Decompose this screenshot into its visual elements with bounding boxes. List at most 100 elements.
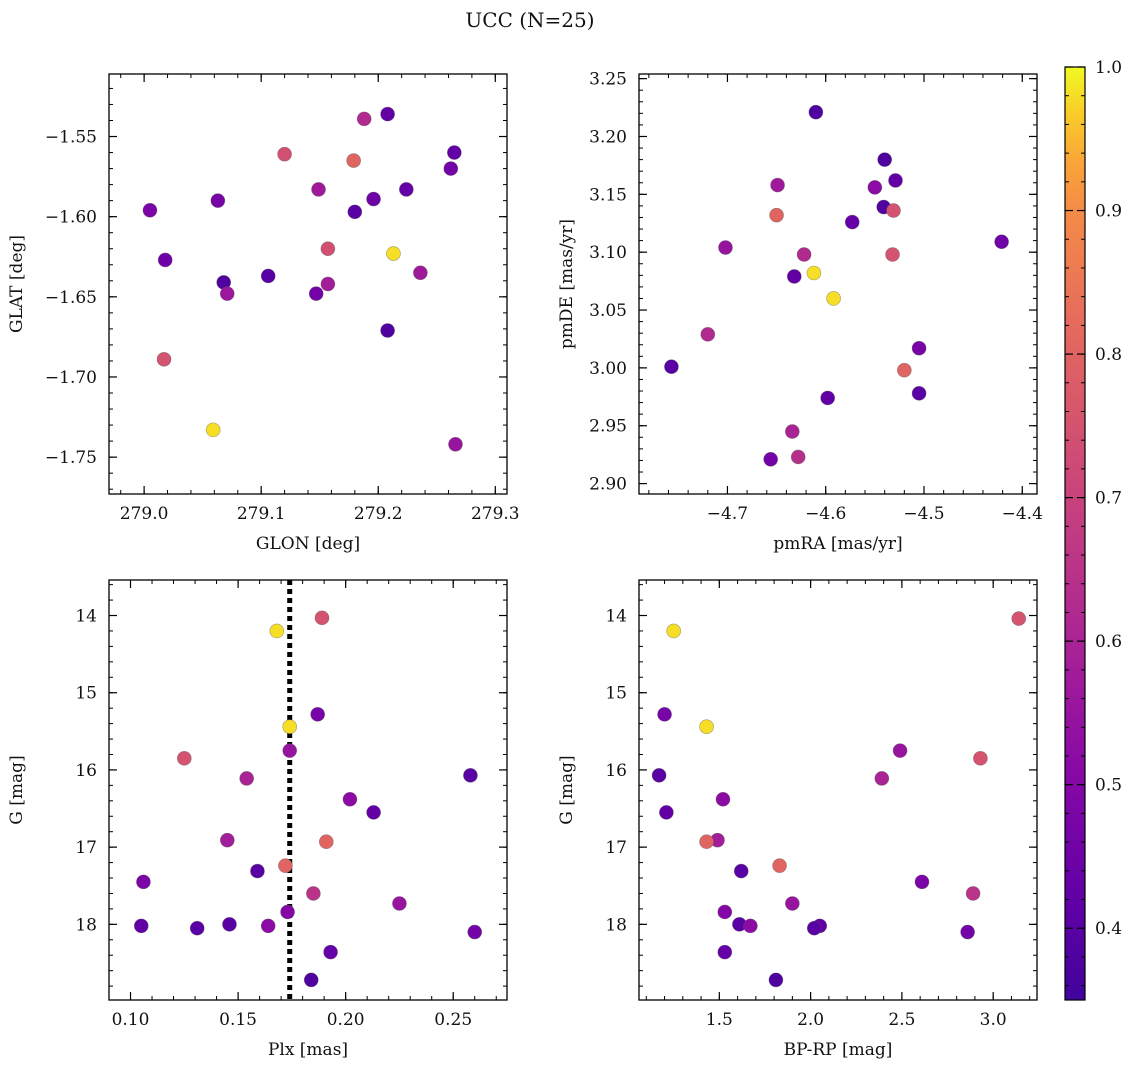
x-tick-label: 3.0	[980, 1010, 1007, 1030]
panel-4: 1.5 2.0 2.5 3.0 14 15 16 17 18 BP-RP [mag] G [mag]	[557, 579, 1038, 1060]
colorbar-tick-label: 0.9	[1095, 202, 1122, 222]
scatter-point	[260, 268, 276, 284]
scatter-point	[897, 362, 912, 378]
plot-area	[133, 580, 483, 1000]
scatter-point	[874, 771, 890, 786]
scatter-point	[176, 751, 192, 766]
scatter-point	[743, 918, 758, 934]
x-tick-label: −4.4	[1002, 504, 1043, 524]
axes-frame	[638, 579, 1038, 1001]
y-tick-label: −1.60	[45, 208, 97, 228]
scatter-point	[960, 924, 975, 940]
scatter-point	[157, 252, 173, 268]
scatter-point	[715, 791, 731, 807]
scatter-point	[323, 944, 338, 960]
scatter-point	[785, 424, 800, 439]
x-tick-label: 279.3	[471, 504, 520, 524]
scatter-point	[463, 768, 478, 783]
minor-ticks	[109, 580, 507, 1000]
scatter-point	[392, 896, 407, 911]
y-axis-label: G [mag]	[557, 755, 577, 824]
scatter-point	[347, 204, 363, 220]
scatter-point	[320, 276, 336, 292]
y-tick-label: 17	[75, 838, 97, 858]
scatter-point	[136, 874, 151, 890]
scatter-point	[826, 291, 841, 306]
scatter-point	[413, 265, 428, 281]
scatter-point	[386, 246, 401, 261]
scatter-point	[280, 904, 295, 920]
panel-2: −4.7 −4.6 −4.5 −4.4 2.90 2.95 3.00 3.05 3.10 3.15…	[557, 70, 1043, 554]
scatter-point	[156, 352, 172, 367]
x-tick-label: 279.1	[237, 504, 286, 524]
scatter-point	[885, 247, 900, 262]
scatter-point	[306, 886, 321, 901]
scatter-point	[448, 437, 463, 452]
scatter-point	[699, 719, 714, 734]
scatter-point	[867, 180, 883, 195]
scatter-point	[911, 386, 927, 401]
scatter-point	[380, 106, 395, 122]
scatter-point	[1011, 611, 1027, 626]
scatter-point	[222, 917, 237, 932]
minor-ticks	[639, 74, 1037, 494]
scatter-point	[282, 719, 298, 734]
y-tick-label: 2.95	[589, 417, 627, 437]
scatter-point	[142, 202, 158, 218]
x-tick-label: 279.0	[120, 504, 169, 524]
figure-title: UCC (N=25)	[465, 8, 594, 32]
scatter-point	[260, 918, 276, 934]
x-tick-label: 0.15	[219, 1010, 257, 1030]
scatter-point	[892, 743, 908, 758]
scatter-point	[994, 234, 1009, 250]
scatter-point	[973, 751, 988, 766]
scatter-point	[366, 191, 381, 207]
x-axis-label: BP-RP [mag]	[784, 1040, 893, 1060]
y-tick-label: −1.55	[45, 128, 97, 148]
colorbar: 0.4 0.5 0.6 0.7 0.8 0.9 1.0	[1064, 58, 1122, 1001]
minor-ticks	[639, 580, 1037, 1000]
x-axis-label: GLON [deg]	[256, 534, 360, 554]
minor-ticks	[109, 74, 507, 494]
y-axis-label: pmDE [mas/yr]	[557, 219, 577, 349]
x-tick-label: 0.25	[434, 1010, 472, 1030]
scatter-point	[443, 161, 459, 176]
scatter-point	[790, 449, 806, 465]
scatter-point	[657, 707, 672, 722]
x-tick-label: −4.7	[707, 504, 748, 524]
x-tick-label: −4.5	[903, 504, 944, 524]
y-axis-label: GLAT [deg]	[7, 235, 27, 333]
scatter-point	[278, 858, 293, 873]
axes-frame	[108, 579, 508, 1001]
y-tick-label: 17	[605, 838, 627, 858]
plot-area	[142, 106, 463, 452]
scatter-point	[356, 111, 372, 127]
axes-frame	[108, 73, 508, 495]
scatter-point	[320, 241, 336, 257]
x-tick-label: 2.0	[797, 1010, 824, 1030]
x-tick-label: 0.10	[112, 1010, 150, 1030]
x-tick-label: −4.6	[805, 504, 846, 524]
scatter-point	[717, 944, 733, 960]
scatter-point	[768, 972, 784, 988]
x-tick-label: 2.5	[888, 1010, 915, 1030]
scatter-point	[133, 918, 149, 934]
scatter-point	[342, 791, 358, 807]
scatter-point	[239, 771, 254, 786]
scatter-point	[844, 214, 860, 230]
panels: 279.0 279.1 279.2 279.3 −1.55 −1.60 −1.65 −1.70…	[7, 70, 1043, 1060]
scatter-point	[210, 193, 226, 208]
scatter-point	[467, 924, 483, 940]
scatter-point	[796, 247, 812, 262]
plot-area	[651, 611, 1027, 988]
y-tick-label: −1.70	[45, 368, 97, 388]
scatter-point	[886, 203, 901, 218]
y-tick-label: −1.65	[45, 288, 97, 308]
y-tick-label: 18	[605, 915, 627, 935]
panel-1: 279.0 279.1 279.2 279.3 −1.55 −1.60 −1.65 −1.70…	[7, 73, 520, 554]
y-tick-label: 18	[75, 915, 97, 935]
scatter-point	[806, 920, 822, 936]
scatter-point	[651, 768, 667, 783]
scatter-point	[770, 177, 785, 193]
